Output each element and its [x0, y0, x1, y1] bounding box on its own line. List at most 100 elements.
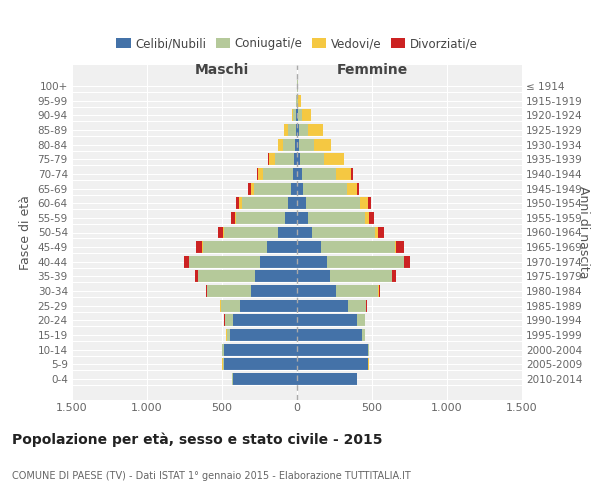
Bar	[297, 241, 321, 253]
Bar	[299, 124, 308, 136]
Bar	[357, 182, 359, 194]
Bar	[294, 154, 297, 166]
Bar	[297, 124, 299, 136]
Bar	[297, 300, 348, 312]
Bar	[251, 285, 297, 297]
Bar	[198, 270, 255, 282]
Bar	[292, 110, 293, 122]
Bar	[233, 373, 297, 385]
Bar	[296, 124, 297, 136]
Bar	[218, 226, 223, 238]
Text: Femmine: Femmine	[337, 62, 407, 76]
Bar	[336, 285, 378, 297]
Y-axis label: Anni di nascita: Anni di nascita	[577, 186, 590, 279]
Bar	[297, 212, 308, 224]
Bar	[225, 314, 233, 326]
Bar	[189, 256, 260, 268]
Bar	[236, 197, 239, 209]
Bar	[223, 344, 297, 355]
Bar	[295, 138, 297, 150]
Bar	[240, 300, 297, 312]
Bar	[255, 270, 297, 282]
Bar	[297, 344, 367, 355]
Bar	[378, 285, 379, 297]
Bar	[291, 182, 297, 194]
Bar	[293, 168, 297, 180]
Bar	[297, 182, 303, 194]
Bar	[278, 138, 283, 150]
Bar	[296, 110, 297, 122]
Bar	[367, 358, 368, 370]
Bar	[257, 168, 258, 180]
Bar	[297, 226, 312, 238]
Bar	[223, 358, 297, 370]
Bar	[300, 154, 324, 166]
Bar	[312, 226, 375, 238]
Bar	[298, 110, 302, 122]
Bar	[297, 138, 299, 150]
Bar	[233, 314, 297, 326]
Bar	[297, 329, 361, 341]
Bar	[314, 138, 331, 150]
Bar	[348, 300, 366, 312]
Bar	[357, 314, 365, 326]
Bar	[260, 256, 297, 268]
Bar	[241, 197, 288, 209]
Bar	[297, 197, 306, 209]
Bar	[343, 154, 344, 166]
Bar	[321, 241, 395, 253]
Bar	[365, 212, 369, 224]
Bar	[302, 110, 311, 122]
Y-axis label: Fasce di età: Fasce di età	[19, 195, 32, 270]
Bar	[375, 226, 378, 238]
Bar	[248, 182, 251, 194]
Bar	[361, 329, 365, 341]
Bar	[277, 226, 297, 238]
Bar	[404, 256, 409, 268]
Text: COMUNE DI PAESE (TV) - Dati ISTAT 1° gennaio 2015 - Elaborazione TUTTITALIA.IT: COMUNE DI PAESE (TV) - Dati ISTAT 1° gen…	[12, 471, 411, 481]
Bar	[351, 168, 353, 180]
Bar	[297, 373, 357, 385]
Bar	[297, 154, 300, 166]
Bar	[288, 197, 297, 209]
Bar	[203, 241, 267, 253]
Bar	[297, 358, 367, 370]
Bar	[235, 212, 285, 224]
Bar	[268, 154, 269, 166]
Bar	[239, 197, 241, 209]
Bar	[396, 241, 404, 253]
Bar	[222, 344, 223, 355]
Bar	[297, 168, 302, 180]
Legend: Celibi/Nubili, Coniugati/e, Vedovi/e, Divorziati/e: Celibi/Nubili, Coniugati/e, Vedovi/e, Di…	[112, 32, 482, 55]
Bar	[297, 256, 327, 268]
Bar	[229, 329, 297, 341]
Bar	[336, 168, 351, 180]
Bar	[285, 212, 297, 224]
Text: Maschi: Maschi	[195, 62, 249, 76]
Bar	[283, 138, 295, 150]
Bar	[227, 329, 229, 341]
Bar	[297, 270, 330, 282]
Bar	[330, 270, 392, 282]
Bar	[303, 182, 347, 194]
Bar	[221, 300, 240, 312]
Bar	[231, 212, 235, 224]
Bar	[223, 226, 277, 238]
Bar	[379, 285, 380, 297]
Bar	[297, 314, 357, 326]
Bar	[258, 168, 263, 180]
Bar	[207, 285, 251, 297]
Bar	[306, 197, 360, 209]
Bar	[269, 154, 275, 166]
Bar	[302, 168, 336, 180]
Bar	[367, 197, 371, 209]
Bar	[194, 270, 198, 282]
Bar	[378, 226, 384, 238]
Bar	[288, 124, 296, 136]
Bar	[327, 256, 404, 268]
Bar	[299, 138, 314, 150]
Bar	[275, 154, 294, 166]
Bar	[367, 344, 369, 355]
Bar	[395, 241, 396, 253]
Bar	[297, 285, 336, 297]
